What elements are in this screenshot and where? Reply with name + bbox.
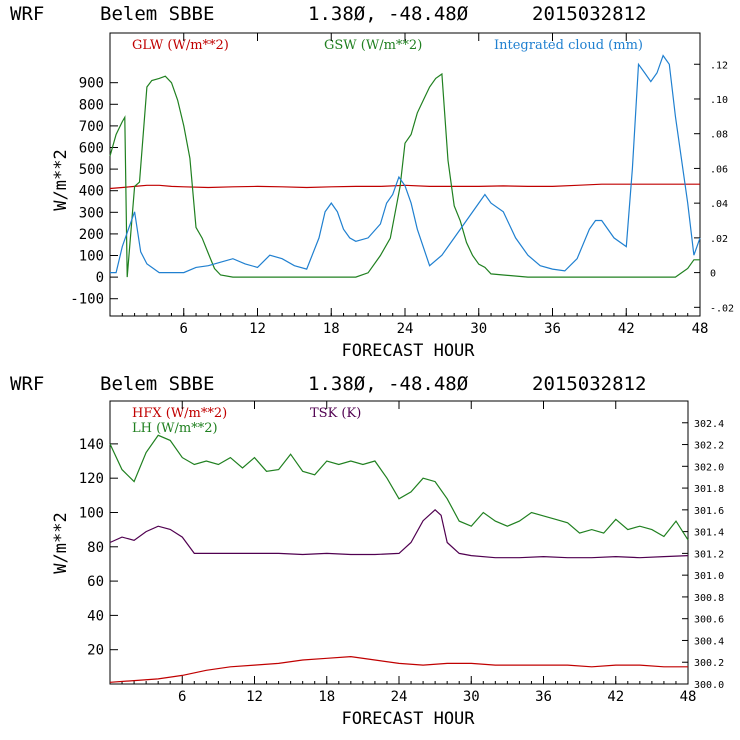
x-tick-label: 42 [618, 321, 635, 337]
y-tick-label: 300 [79, 205, 104, 221]
y-tick-label: 60 [87, 574, 104, 590]
x-tick-label: 24 [397, 321, 414, 337]
top-title-model: WRF [10, 3, 44, 25]
x-tick-label: 48 [680, 689, 697, 705]
bottom-chart: WRF Belem SBBE 1.38Ø, -48.48Ø 2015032812… [10, 373, 724, 729]
legend-hfx: HFX (W/m**2) [132, 406, 227, 421]
y-tick-label: 140 [79, 437, 104, 453]
y2-tick-label: 301.2 [694, 549, 724, 560]
y-tick-label: 200 [79, 227, 104, 243]
y2-tick-label: .12 [710, 60, 728, 71]
y2-tick-label: .10 [710, 95, 728, 106]
y2-tick-label: 0 [710, 269, 716, 280]
bottom-title-model: WRF [10, 373, 44, 395]
y-tick-label: -100 [70, 292, 104, 308]
top-series-group [109, 54, 701, 278]
legend-tsk: TSK (K) [310, 406, 361, 421]
legend-gsw: GSW (W/m**2) [324, 38, 422, 53]
legend-lh: LH (W/m**2) [132, 421, 218, 436]
bottom-axis-ticks: 6 12 18 24 30 36 42 48 20 40 60 80 100 120 140 300.0 300… [79, 401, 724, 705]
x-tick-label: 24 [391, 689, 408, 705]
y2-tick-label: 302.2 [694, 441, 724, 452]
x-tick-label: 12 [246, 689, 263, 705]
y2-tick-label: 301.8 [694, 484, 724, 495]
top-ylabel: W/m**2 [51, 149, 71, 210]
bottom-xlabel: FORECAST HOUR [341, 709, 475, 729]
series-line-2 [109, 508, 689, 559]
top-axis-ticks: 6 12 18 24 30 36 42 48 -100 0 100 200 300 400 500 600 70… [70, 33, 734, 337]
x-tick-label: 30 [463, 689, 480, 705]
y-tick-label: 800 [79, 97, 104, 113]
series-line-0 [109, 655, 688, 683]
top-title-station: Belem SBBE [100, 3, 214, 25]
y2-tick-label: 301.0 [694, 571, 724, 582]
y2-tick-label: .08 [710, 130, 728, 141]
y2-tick-label: 300.0 [694, 680, 724, 691]
y-tick-label: 0 [96, 270, 104, 286]
y2-tick-label: 302.0 [694, 462, 724, 473]
y-tick-label: 80 [87, 540, 104, 556]
x-tick-label: 48 [692, 321, 709, 337]
y-tick-label: 900 [79, 76, 104, 92]
y-tick-label: 40 [87, 608, 104, 624]
y2-tick-label: 300.8 [694, 593, 724, 604]
y2-tick-label: 301.6 [694, 506, 724, 517]
y-tick-label: 100 [79, 505, 104, 521]
series-line-2 [110, 54, 701, 274]
top-plot-frame [109, 32, 701, 317]
y2-tick-label: .02 [710, 234, 728, 245]
y-tick-label: 500 [79, 162, 104, 178]
x-tick-label: 6 [178, 689, 186, 705]
x-tick-label: 18 [323, 321, 340, 337]
bottom-series-group [109, 434, 689, 683]
y-tick-label: 700 [79, 119, 104, 135]
series-line-0 [109, 183, 700, 190]
series-line-1 [109, 72, 700, 278]
series-line-1 [109, 434, 689, 541]
y-tick-label: 400 [79, 184, 104, 200]
y-tick-label: 120 [79, 471, 104, 487]
y-tick-label: 100 [79, 249, 104, 265]
top-xlabel: FORECAST HOUR [341, 341, 475, 361]
y2-tick-label: 300.2 [694, 658, 724, 669]
y2-tick-label: 300.6 [694, 615, 724, 626]
bottom-ylabel: W/m**2 [51, 512, 71, 573]
y2-tick-label: .04 [710, 199, 728, 210]
y2-tick-label: -.02 [710, 303, 734, 314]
x-tick-label: 6 [180, 321, 188, 337]
x-tick-label: 30 [470, 321, 487, 337]
bottom-title-coords: 1.38Ø, -48.48Ø [308, 373, 469, 395]
y2-tick-label: 300.4 [694, 636, 724, 647]
y2-tick-label: .06 [710, 164, 728, 175]
x-tick-label: 36 [535, 689, 552, 705]
x-tick-label: 12 [249, 321, 266, 337]
x-tick-label: 18 [318, 689, 335, 705]
bottom-title-station: Belem SBBE [100, 373, 214, 395]
top-chart: WRF Belem SBBE 1.38Ø, -48.48Ø 2015032812… [10, 3, 734, 361]
legend-integrated-cloud: Integrated cloud (mm) [494, 38, 643, 53]
x-tick-label: 42 [607, 689, 624, 705]
bottom-title-run: 2015032812 [532, 373, 646, 395]
top-title-coords: 1.38Ø, -48.48Ø [308, 3, 469, 25]
top-title-run: 2015032812 [532, 3, 646, 25]
y-tick-label: 600 [79, 140, 104, 156]
bottom-plot-frame [109, 400, 689, 685]
y-tick-label: 20 [87, 643, 104, 659]
y2-tick-label: 302.4 [694, 419, 724, 430]
y2-tick-label: 301.4 [694, 528, 724, 539]
x-tick-label: 36 [544, 321, 561, 337]
legend-glw: GLW (W/m**2) [132, 38, 229, 53]
